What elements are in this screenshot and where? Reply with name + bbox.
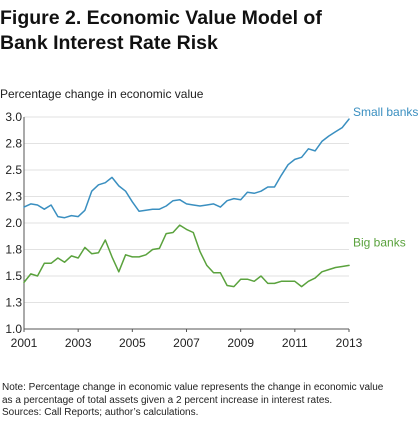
sources-line: Sources: Call Reports; author’s calculat…: [2, 407, 199, 418]
x-tick-labels: 2001 2003 2005 2007 2009 2011 2013: [11, 329, 363, 350]
x-tick-label: 2001: [11, 336, 38, 350]
x-tick-label: 2013: [336, 336, 363, 350]
y-tick-label: 2.5: [5, 163, 22, 177]
series-label: Small banks: [353, 105, 418, 119]
figure-note: Note: Percentage change in economic valu…: [2, 382, 418, 420]
x-tick-label: 2005: [119, 336, 146, 350]
chart-title-line-2: Bank Interest Rate Risk: [0, 32, 218, 54]
chart-title-line-1: Figure 2. Economic Value Model of: [0, 7, 322, 29]
series-label: Big banks: [353, 235, 406, 249]
line-chart: 1.0 1.3 1.5 1.8 2.0 2.3 2.5 2.8 3.0 2001 2003 2005…: [5, 105, 418, 350]
x-tick-label: 2011: [282, 336, 308, 350]
y-tick-label: 2.8: [5, 137, 22, 151]
y-tick-labels: 1.0 1.3 1.5 1.8 2.0 2.3 2.5 2.8 3.0: [5, 110, 22, 336]
series-line-small-banks: [23, 118, 350, 219]
note-line-2: as a percentage of total assets given a …: [2, 394, 333, 406]
y-tick-label: 3.0: [5, 110, 22, 124]
series-labels: Small banks Big banks: [353, 105, 418, 249]
y-tick-label: 1.5: [5, 269, 22, 283]
y-tick-label: 1.3: [5, 296, 22, 310]
y-tick-label: 1.8: [5, 243, 22, 257]
y-tick-label: 1.0: [5, 322, 22, 336]
x-tick-label: 2003: [65, 336, 92, 350]
x-tick-label: 2007: [173, 336, 200, 350]
series-lines: [23, 118, 350, 288]
y-tick-label: 2.0: [5, 216, 22, 230]
series-line-big-banks: [23, 224, 350, 288]
y-tick-label: 2.3: [5, 190, 22, 204]
y-axis-label: Percentage change in economic value: [0, 87, 204, 101]
x-tick-label: 2009: [227, 336, 254, 350]
gridlines: [23, 116, 349, 330]
note-line-1: Note: Percentage change in economic valu…: [2, 382, 384, 393]
chart-title: Figure 2. Economic Value Model of Bank I…: [0, 6, 420, 56]
